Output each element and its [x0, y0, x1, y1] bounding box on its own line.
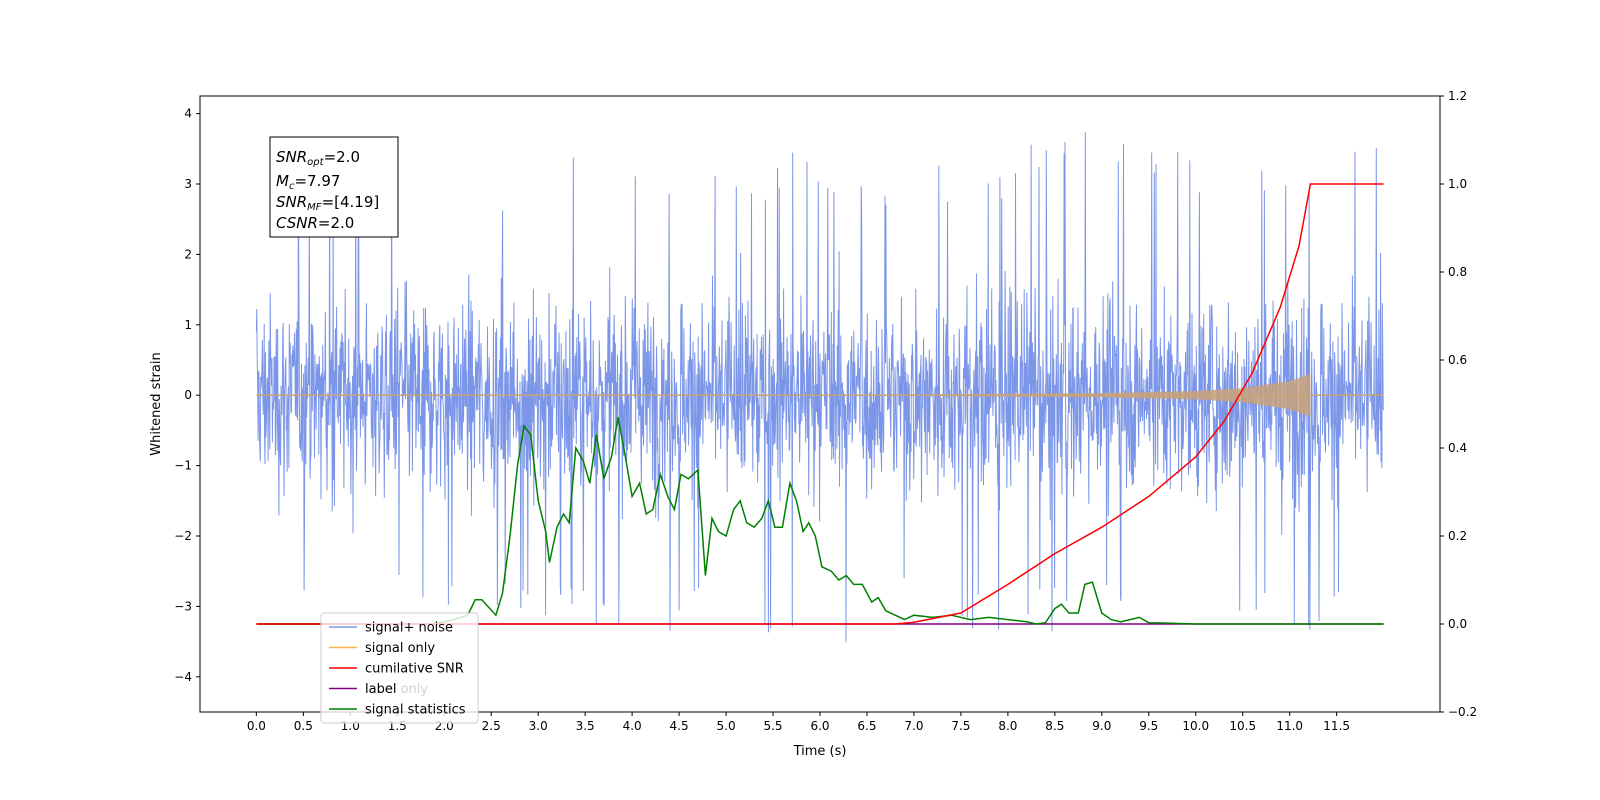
x-tick-label: 4.5	[670, 719, 689, 733]
x-tick-label: 6.0	[810, 719, 829, 733]
y-tick-label: −2	[174, 529, 192, 543]
x-tick-label: 9.0	[1092, 719, 1111, 733]
y-tick-label: 3	[184, 177, 192, 191]
series-line-cumulative-snr	[256, 183, 1384, 625]
x-tick-label: 11.5	[1323, 719, 1350, 733]
annotation-frame	[269, 136, 399, 238]
y-tick-label: −4	[174, 670, 192, 684]
y2-tick-label: 0.2	[1448, 529, 1467, 543]
x-tick-label: 11.0	[1276, 719, 1303, 733]
x-tick-label: 0.0	[247, 719, 266, 733]
legend-entry-label: signal+ noise	[365, 621, 453, 636]
x-tick-label: 10.5	[1229, 719, 1256, 733]
y-tick-label: 2	[184, 247, 192, 261]
annotation-line-snr-opt: SNRopt=2.0	[276, 148, 360, 168]
annotation-line-snr-mf: SNRMF=[4.19]	[276, 193, 379, 213]
y2-tick-label: 0.4	[1448, 441, 1467, 455]
legend-entries: signal+ noise signal only cumilative SNR la…	[329, 621, 466, 718]
legend-entry-label: signal statistics	[365, 703, 466, 718]
annotation-line-mc: Mc=7.97	[276, 172, 340, 192]
series-line-signal-noise	[255, 132, 1385, 643]
y2-tick-label: 0.6	[1448, 353, 1467, 367]
x-tick-label: 5.0	[717, 719, 736, 733]
axis-ticks: 0.0 0.5 1.0 1.5 2.0 2.5 3.0 3.5 4.0 4.5 5.0 5.5 6.0 6…	[174, 89, 1477, 733]
y2-tick-label: 0.0	[1448, 617, 1467, 631]
annotation-box: SNRopt=2.0 Mc=7.97 SNRMF=[4.19] CSNR=2.0	[269, 136, 399, 238]
x-tick-label: 2.5	[482, 719, 501, 733]
x-tick-label: 9.5	[1139, 719, 1158, 733]
series-line-signal-statistics	[256, 417, 1384, 625]
y-tick-label: −1	[174, 459, 192, 473]
x-tick-label: 8.5	[1045, 719, 1064, 733]
y-tick-label: 4	[184, 107, 192, 121]
legend-entry-label: signal only	[365, 641, 435, 656]
x-tick-label: 8.0	[998, 719, 1017, 733]
legend-hidden-label: label only	[365, 682, 428, 697]
x-tick-label: 0.5	[294, 719, 313, 733]
y2-tick-label: −0.2	[1448, 705, 1477, 719]
x-tick-label: 3.5	[576, 719, 595, 733]
y-tick-label: −3	[174, 599, 192, 613]
annotation-line-csnr: CSNR=2.0	[276, 214, 354, 232]
x-tick-label: 7.5	[951, 719, 970, 733]
legend: label only signal+ noise signal only cumil…	[320, 612, 479, 724]
y2-tick-label: 1.0	[1448, 177, 1467, 191]
legend-frame	[320, 612, 479, 724]
legend-entry-label: label	[365, 682, 396, 697]
x-tick-label: 10.0	[1182, 719, 1209, 733]
x-tick-label: 6.5	[857, 719, 876, 733]
y-tick-label: 0	[184, 388, 192, 402]
y-tick-label: 1	[184, 318, 192, 332]
x-tick-label: 3.0	[529, 719, 548, 733]
x-axis-label: Time (s)	[793, 744, 847, 759]
y-axis-label: Whitened strain	[149, 352, 164, 455]
y2-tick-label: 0.8	[1448, 265, 1467, 279]
legend-entry-label: cumilative SNR	[365, 662, 464, 677]
x-tick-label: 4.0	[623, 719, 642, 733]
x-tick-label: 5.5	[763, 719, 782, 733]
y2-tick-label: 1.2	[1448, 89, 1467, 103]
x-tick-label: 7.0	[904, 719, 923, 733]
